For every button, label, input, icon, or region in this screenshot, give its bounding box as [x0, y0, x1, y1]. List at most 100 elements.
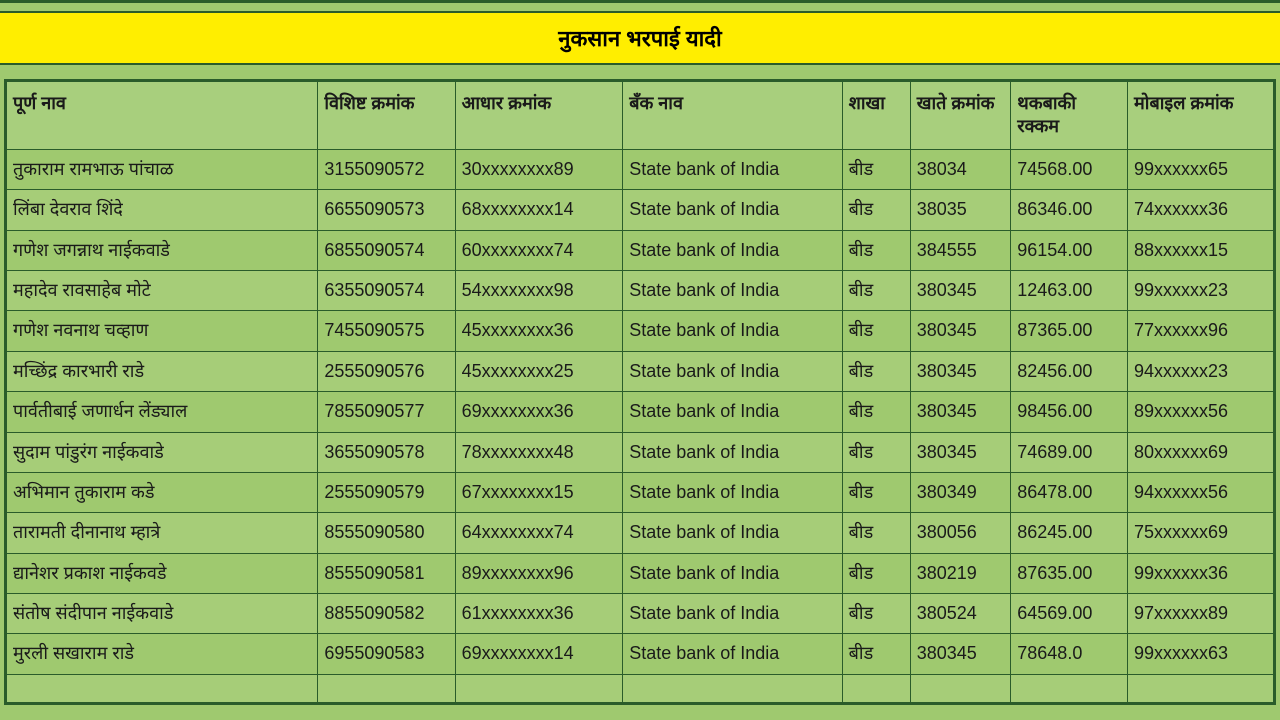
table-row: संतोष संदीपान नाईकवाडे885509058261xxxxxx… — [7, 594, 1274, 634]
table-cell: बीड — [842, 190, 910, 230]
table-cell: State bank of India — [623, 230, 842, 270]
table-cell: 74689.00 — [1011, 432, 1128, 472]
table-cell: बीड — [842, 513, 910, 553]
table-cell: 38035 — [910, 190, 1011, 230]
table-cell: 380056 — [910, 513, 1011, 553]
table-cell: तारामती दीनानाथ म्हात्रे — [7, 513, 318, 553]
table-cell: 98456.00 — [1011, 392, 1128, 432]
table-cell: 74xxxxxx36 — [1128, 190, 1274, 230]
table-row: गणेश नवनाथ चव्हाण745509057545xxxxxxxx36S… — [7, 311, 1274, 351]
table-row — [7, 674, 1274, 702]
table-cell: बीड — [842, 230, 910, 270]
table-cell: 75xxxxxx69 — [1128, 513, 1274, 553]
table-cell: बीड — [842, 472, 910, 512]
table-cell: State bank of India — [623, 634, 842, 674]
table-row: महादेव रावसाहेब मोटे635509057454xxxxxxxx… — [7, 270, 1274, 310]
table-cell: 7455090575 — [318, 311, 455, 351]
table-cell: 87365.00 — [1011, 311, 1128, 351]
table-cell: 2555090579 — [318, 472, 455, 512]
table-cell: 64569.00 — [1011, 594, 1128, 634]
table-cell: 6655090573 — [318, 190, 455, 230]
table-cell: द्यानेशर प्रकाश नाईकवडे — [7, 553, 318, 593]
table-cell: 99xxxxxx63 — [1128, 634, 1274, 674]
table-cell: बीड — [842, 594, 910, 634]
table-cell — [455, 674, 623, 702]
table-cell: 7855090577 — [318, 392, 455, 432]
table-cell: 380345 — [910, 634, 1011, 674]
table-cell: 80xxxxxx69 — [1128, 432, 1274, 472]
table-cell: 89xxxxxx56 — [1128, 392, 1274, 432]
table-row: लिंबा देवराव शिंदे665509057368xxxxxxxx14… — [7, 190, 1274, 230]
table-cell — [1128, 674, 1274, 702]
table-cell: 60xxxxxxxx74 — [455, 230, 623, 270]
table-cell: State bank of India — [623, 149, 842, 189]
table-cell: 86346.00 — [1011, 190, 1128, 230]
table-cell: State bank of India — [623, 392, 842, 432]
table-cell: बीड — [842, 634, 910, 674]
table-cell: 94xxxxxx56 — [1128, 472, 1274, 512]
table-cell — [318, 674, 455, 702]
table-cell: 69xxxxxxxx14 — [455, 634, 623, 674]
table-row: द्यानेशर प्रकाश नाईकवडे855509058189xxxxx… — [7, 553, 1274, 593]
table-row: मच्छिंद्र कारभारी राडे255509057645xxxxxx… — [7, 351, 1274, 391]
table-cell: 380345 — [910, 392, 1011, 432]
table-cell: 74568.00 — [1011, 149, 1128, 189]
table-cell: 67xxxxxxxx15 — [455, 472, 623, 512]
col-header-name: पूर्ण नाव — [7, 82, 318, 150]
table-cell: महादेव रावसाहेब मोटे — [7, 270, 318, 310]
col-header-bank: बँक नाव — [623, 82, 842, 150]
table-row: सुदाम पांडुरंग नाईकवाडे365509057878xxxxx… — [7, 432, 1274, 472]
table-cell: तुकाराम रामभाऊ पांचाळ — [7, 149, 318, 189]
table-wrapper: पूर्ण नाव विशिष्ट क्रमांक आधार क्रमांक ब… — [4, 79, 1276, 705]
table-cell: 68xxxxxxxx14 — [455, 190, 623, 230]
table-cell: 38034 — [910, 149, 1011, 189]
col-header-branch: शाखा — [842, 82, 910, 150]
col-header-mob: मोबाइल क्रमांक — [1128, 82, 1274, 150]
col-header-id: विशिष्ट क्रमांक — [318, 82, 455, 150]
table-cell: लिंबा देवराव शिंदे — [7, 190, 318, 230]
table-cell — [910, 674, 1011, 702]
table-body: तुकाराम रामभाऊ पांचाळ315509057230xxxxxxx… — [7, 149, 1274, 702]
table-cell: State bank of India — [623, 594, 842, 634]
table-cell — [623, 674, 842, 702]
table-cell: गणेश जगन्नाथ नाईकवाडे — [7, 230, 318, 270]
table-row: पार्वतीबाई जणार्धन लेंड्याल785509057769x… — [7, 392, 1274, 432]
table-cell: State bank of India — [623, 472, 842, 512]
page-container: नुकसान भरपाई यादी पूर्ण नाव विशिष्ट क्रम… — [0, 0, 1280, 720]
table-cell: 69xxxxxxxx36 — [455, 392, 623, 432]
table-cell: 380345 — [910, 311, 1011, 351]
table-row: तारामती दीनानाथ म्हात्रे855509058064xxxx… — [7, 513, 1274, 553]
table-cell: 82456.00 — [1011, 351, 1128, 391]
table-cell: 45xxxxxxxx25 — [455, 351, 623, 391]
table-cell: 86245.00 — [1011, 513, 1128, 553]
table-cell: बीड — [842, 311, 910, 351]
col-header-amt: थकबाकी रक्कम — [1011, 82, 1128, 150]
page-title: नुकसान भरपाई यादी — [0, 11, 1280, 65]
table-cell: 64xxxxxxxx74 — [455, 513, 623, 553]
table-cell: बीड — [842, 149, 910, 189]
table-cell: 78648.0 — [1011, 634, 1128, 674]
table-cell: 2555090576 — [318, 351, 455, 391]
table-cell: बीड — [842, 270, 910, 310]
table-cell: गणेश नवनाथ चव्हाण — [7, 311, 318, 351]
table-cell: 61xxxxxxxx36 — [455, 594, 623, 634]
header-row: पूर्ण नाव विशिष्ट क्रमांक आधार क्रमांक ब… — [7, 82, 1274, 150]
table-cell — [842, 674, 910, 702]
table-cell: 12463.00 — [1011, 270, 1128, 310]
table-cell — [1011, 674, 1128, 702]
table-cell: बीड — [842, 432, 910, 472]
table-cell: 3655090578 — [318, 432, 455, 472]
table-cell: 94xxxxxx23 — [1128, 351, 1274, 391]
table-cell: 89xxxxxxxx96 — [455, 553, 623, 593]
table-cell: 99xxxxxx36 — [1128, 553, 1274, 593]
table-cell: 380345 — [910, 270, 1011, 310]
table-cell: State bank of India — [623, 553, 842, 593]
table-cell: 88xxxxxx15 — [1128, 230, 1274, 270]
table-cell: 6355090574 — [318, 270, 455, 310]
table-cell: पार्वतीबाई जणार्धन लेंड्याल — [7, 392, 318, 432]
col-header-aadhar: आधार क्रमांक — [455, 82, 623, 150]
table-cell: बीड — [842, 392, 910, 432]
table-cell: 30xxxxxxxx89 — [455, 149, 623, 189]
table-cell: अभिमान तुकाराम कडे — [7, 472, 318, 512]
table-cell: State bank of India — [623, 432, 842, 472]
